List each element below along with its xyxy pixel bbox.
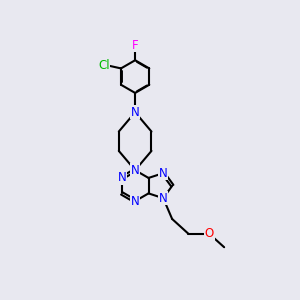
Text: N: N — [117, 171, 126, 184]
Text: Cl: Cl — [98, 59, 110, 72]
Text: N: N — [131, 195, 140, 208]
Text: O: O — [205, 227, 214, 240]
Text: F: F — [132, 39, 139, 52]
Text: N: N — [131, 164, 140, 177]
Text: N: N — [159, 167, 168, 180]
Text: N: N — [159, 192, 168, 205]
Text: N: N — [131, 106, 140, 119]
